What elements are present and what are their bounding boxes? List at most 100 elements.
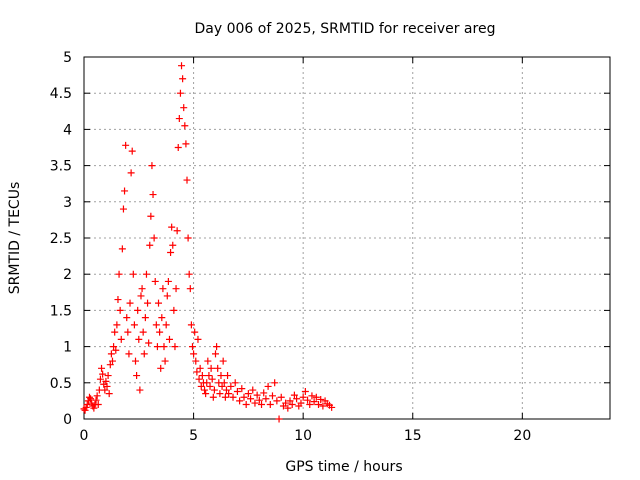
y-tick-label: 5 bbox=[63, 50, 72, 66]
y-axis-label: SRMTID / TECUs bbox=[7, 182, 23, 295]
data-point bbox=[145, 339, 153, 347]
data-point bbox=[220, 379, 228, 387]
data-point bbox=[213, 343, 221, 351]
data-point bbox=[125, 350, 133, 358]
data-point bbox=[83, 401, 91, 409]
data-point bbox=[286, 397, 294, 405]
data-point bbox=[162, 321, 170, 329]
plot-frame bbox=[83, 56, 611, 420]
y-tick-label: 1 bbox=[63, 340, 72, 356]
data-point bbox=[192, 357, 200, 365]
data-point bbox=[293, 395, 301, 403]
data-point bbox=[284, 404, 292, 412]
data-point bbox=[132, 357, 140, 365]
data-point bbox=[141, 314, 149, 322]
data-point bbox=[94, 401, 102, 409]
data-point bbox=[111, 328, 119, 336]
data-point bbox=[202, 390, 210, 398]
data-point bbox=[273, 397, 281, 405]
data-point bbox=[308, 392, 316, 400]
data-point bbox=[171, 343, 179, 351]
data-point bbox=[194, 335, 202, 343]
data-point bbox=[182, 140, 190, 148]
data-point bbox=[172, 285, 180, 293]
data-point bbox=[317, 395, 325, 403]
data-point bbox=[221, 393, 229, 401]
y-tick-label: 4 bbox=[63, 122, 72, 138]
data-point bbox=[147, 212, 155, 220]
data-point bbox=[119, 205, 127, 213]
data-point bbox=[85, 393, 93, 401]
data-point bbox=[105, 390, 113, 398]
data-point bbox=[149, 191, 157, 199]
y-tick-label: 4.5 bbox=[50, 86, 72, 102]
data-point bbox=[191, 328, 199, 336]
data-point bbox=[231, 379, 239, 387]
data-point bbox=[107, 350, 115, 358]
data-point bbox=[187, 321, 195, 329]
data-point bbox=[312, 393, 320, 401]
data-point bbox=[128, 147, 136, 155]
data-point bbox=[103, 382, 111, 390]
data-point bbox=[260, 389, 268, 397]
data-point bbox=[138, 285, 146, 293]
y-tick-label: 2.5 bbox=[50, 231, 72, 247]
data-point bbox=[315, 401, 323, 409]
data-point bbox=[277, 393, 285, 401]
data-point bbox=[310, 398, 318, 406]
data-point bbox=[137, 292, 145, 300]
data-point bbox=[299, 393, 307, 401]
data-point bbox=[96, 375, 104, 383]
data-point bbox=[127, 169, 135, 177]
data-point bbox=[225, 390, 233, 398]
data-points bbox=[80, 62, 336, 423]
data-point bbox=[169, 241, 177, 249]
x-tick-label: 5 bbox=[189, 428, 198, 444]
data-point bbox=[244, 390, 252, 398]
data-point bbox=[102, 377, 110, 385]
data-point bbox=[144, 299, 152, 307]
data-point bbox=[264, 382, 272, 390]
data-point bbox=[160, 343, 168, 351]
x-tick-label: 10 bbox=[294, 428, 312, 444]
data-point bbox=[140, 350, 148, 358]
data-point bbox=[112, 346, 120, 354]
data-point bbox=[99, 370, 107, 378]
data-point bbox=[217, 372, 225, 380]
data-point bbox=[218, 382, 226, 390]
data-point bbox=[255, 396, 263, 404]
data-point bbox=[271, 379, 279, 387]
data-point bbox=[113, 321, 121, 329]
data-point bbox=[161, 357, 169, 365]
data-point bbox=[92, 396, 100, 404]
data-point bbox=[116, 306, 124, 314]
chart-title: Day 006 of 2025, SRMTID for receiver are… bbox=[195, 21, 496, 37]
data-point bbox=[201, 386, 209, 394]
data-point bbox=[214, 364, 222, 372]
data-point bbox=[157, 364, 165, 372]
data-point bbox=[266, 401, 274, 409]
data-point bbox=[205, 372, 213, 380]
data-point bbox=[176, 89, 184, 97]
data-point bbox=[229, 393, 237, 401]
data-point bbox=[209, 393, 217, 401]
data-point bbox=[134, 306, 142, 314]
data-point bbox=[98, 364, 106, 372]
data-point bbox=[212, 350, 219, 358]
data-point bbox=[240, 393, 248, 401]
data-point bbox=[196, 364, 204, 372]
data-point bbox=[253, 391, 261, 399]
data-point bbox=[153, 343, 161, 351]
data-point bbox=[204, 357, 212, 365]
data-point bbox=[87, 395, 95, 403]
x-tick-label: 15 bbox=[404, 428, 422, 444]
data-point bbox=[90, 404, 98, 412]
data-point bbox=[114, 296, 122, 304]
data-point bbox=[251, 399, 259, 407]
data-point bbox=[193, 368, 201, 376]
data-point bbox=[124, 328, 132, 336]
data-point bbox=[142, 270, 150, 278]
data-point bbox=[268, 392, 276, 400]
data-point bbox=[198, 372, 206, 380]
data-point bbox=[183, 176, 191, 184]
